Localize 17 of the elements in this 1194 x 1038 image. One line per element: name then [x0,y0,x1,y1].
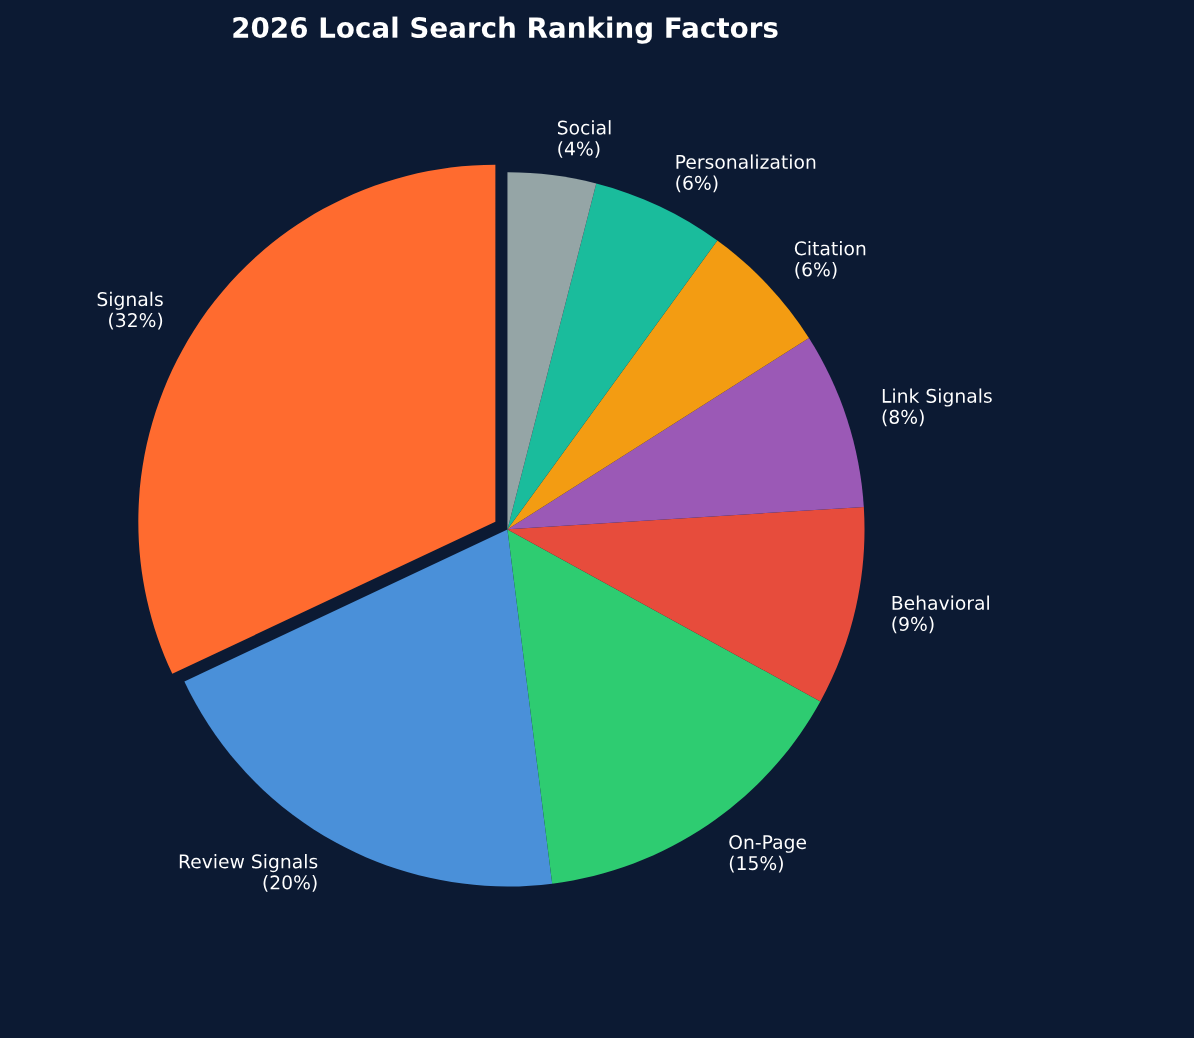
data-label: (6%) [795,261,837,279]
data-label: (9%) [892,616,934,634]
data-label: (32%) [109,312,163,330]
data-label: (8%) [882,409,924,427]
data-label: (6%) [676,175,718,193]
slice-label: Citation [794,240,866,256]
slice-label: Review Signals [179,854,318,873]
data-label: (15%) [729,855,783,873]
slice-label: Social [557,120,611,135]
slice-label: Behavioral [892,595,989,610]
data-label: (20%) [263,875,317,892]
data-label: (4%) [558,141,600,158]
slice-label: Personalization [676,154,816,169]
slice-label: Link Signals [882,388,992,407]
slice-label: Signals [97,291,163,310]
chart-title: 2026 Local Search Ranking Factors [233,16,778,44]
slice-label: On-Page [729,835,807,853]
